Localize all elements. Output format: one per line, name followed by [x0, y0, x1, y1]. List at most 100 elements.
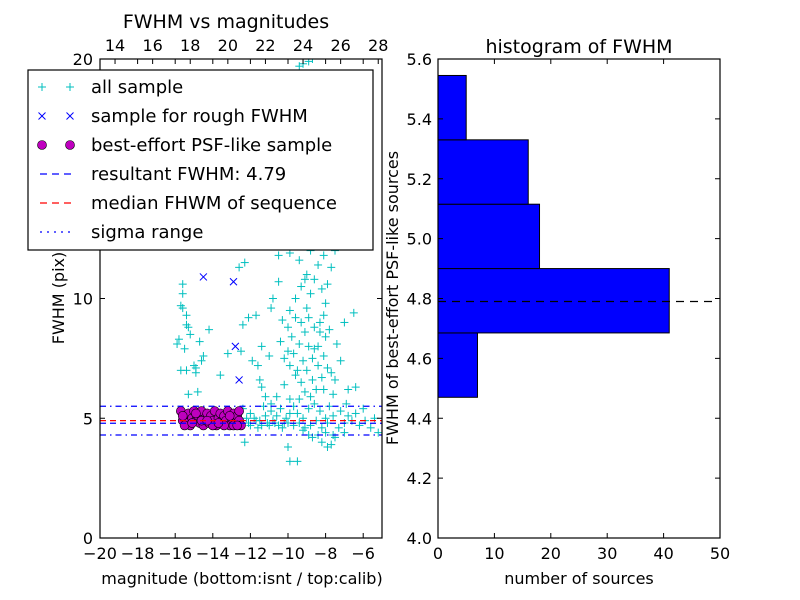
- reference-lines: [100, 405, 382, 436]
- histogram-plot: histogram of FWHM 0 10 20 30 40 50 4.04.24.44…: [383, 36, 730, 588]
- all-sample-point: [293, 409, 302, 418]
- all-sample-point: [332, 340, 341, 349]
- legend-label: sample for rough FWHM: [91, 106, 308, 127]
- all-sample-point: [261, 411, 270, 420]
- all-sample-point: [306, 289, 315, 298]
- all-sample-point: [331, 375, 339, 384]
- all-sample-point: [319, 311, 328, 320]
- scatter-x-label: magnitude (bottom:isnt / top:calib): [101, 569, 382, 588]
- legend-entry: all sample: [38, 77, 183, 98]
- all-sample-point: [327, 440, 336, 449]
- all-sample-point: [334, 423, 343, 432]
- top-x-tick-label: 20: [218, 36, 238, 55]
- all-sample-point: [321, 299, 330, 308]
- all-sample-point: [295, 395, 304, 404]
- all-sample-point: [193, 387, 202, 396]
- legend-entry: median FHWM of sequence: [40, 193, 337, 214]
- all-sample-point: [285, 457, 294, 466]
- all-sample-point: [295, 340, 304, 349]
- all-sample-point: [186, 330, 195, 339]
- all-sample-point: [323, 363, 332, 372]
- all-sample-point: [327, 263, 336, 272]
- all-sample-point: [321, 428, 330, 437]
- all-sample-point: [291, 313, 300, 322]
- top-x-tick-label: 16: [142, 36, 162, 55]
- all-sample-point: [282, 414, 291, 423]
- all-sample-point: [329, 411, 338, 420]
- all-sample-point: [276, 337, 285, 346]
- all-sample-point: [304, 59, 313, 66]
- all-sample-point: [240, 438, 249, 447]
- all-sample-point: [329, 390, 338, 399]
- x-tick-label: −12: [234, 544, 268, 563]
- all-sample-point: [253, 361, 262, 370]
- all-sample-point: [310, 399, 319, 408]
- all-sample-point: [280, 380, 289, 389]
- all-sample-point: [267, 407, 276, 416]
- histogram-x-label: number of sources: [504, 569, 654, 588]
- x-tick-label: −10: [271, 544, 305, 563]
- all-sample-point: [274, 421, 283, 430]
- all-sample-point: [267, 304, 276, 313]
- all-sample-point: [238, 320, 247, 329]
- x-tick-label: −16: [158, 544, 192, 563]
- all-sample-point: [312, 385, 321, 394]
- all-sample-point: [317, 284, 326, 293]
- all-sample-point: [308, 375, 317, 384]
- histogram-bars: [437, 74, 670, 398]
- x-tick-label: −18: [121, 544, 155, 563]
- all-sample-point: [284, 323, 292, 332]
- rough-sample-point: [231, 342, 240, 351]
- all-sample-point: [306, 392, 315, 401]
- all-sample-point: [268, 294, 277, 303]
- y-tick-label: 5.2: [407, 170, 432, 189]
- histogram-bar: [437, 74, 467, 141]
- y-tick-label: 5.0: [407, 230, 432, 249]
- all-sample-point: [248, 356, 257, 365]
- top-x-tick-label: 22: [255, 36, 275, 55]
- all-sample-point: [351, 409, 360, 418]
- all-sample-point: [178, 304, 187, 313]
- all-sample-point: [304, 404, 313, 413]
- scatter-y-ticks: 0 5 10 20: [73, 50, 382, 548]
- all-sample-point: [359, 404, 368, 413]
- all-sample-point: [300, 387, 309, 396]
- all-sample-point: [327, 368, 336, 377]
- y-tick-label: 5.6: [407, 50, 432, 69]
- top-x-tick-label: 24: [293, 36, 313, 55]
- top-x-tick-label: 26: [330, 36, 350, 55]
- legend-entry: best-effort PSF-like sample: [37, 135, 332, 156]
- all-sample-point: [374, 428, 382, 437]
- histogram-y-ticks: 4.0 4.2 4.4 4.6 4.8 5.0 5.2 5.4 5.6: [407, 50, 720, 548]
- all-sample-point: [317, 373, 326, 382]
- all-sample-point: [314, 260, 323, 269]
- all-sample-point: [302, 304, 311, 313]
- x-tick-label: −20: [83, 544, 117, 563]
- all-sample-point: [257, 383, 266, 392]
- all-sample-point: [299, 356, 308, 365]
- all-sample-point: [274, 251, 283, 260]
- all-sample-point: [315, 407, 324, 416]
- rough-sample-point: [235, 376, 243, 384]
- histogram-bar: [437, 139, 529, 205]
- all-sample-point: [336, 356, 345, 365]
- legend-label: sigma range: [91, 222, 203, 243]
- all-sample-point: [174, 335, 183, 344]
- all-sample-point: [351, 383, 360, 392]
- all-sample-point: [310, 323, 319, 332]
- all-sample-point: [291, 371, 300, 380]
- scatter-y-label: FWHM (pix): [49, 252, 68, 345]
- all-sample-point: [310, 275, 319, 284]
- all-sample-point: [325, 325, 334, 334]
- all-sample-point: [293, 457, 302, 466]
- psf-sample-point: [177, 411, 188, 421]
- all-sample-point: [366, 423, 375, 432]
- all-sample-point: [297, 378, 306, 387]
- x-tick-label: 10: [484, 544, 504, 563]
- top-x-tick-label: 28: [368, 36, 388, 55]
- all-sample-point: [297, 318, 306, 327]
- all-sample-point: [184, 390, 193, 399]
- top-x-tick-label: 14: [105, 36, 125, 55]
- all-sample-point: [297, 282, 306, 291]
